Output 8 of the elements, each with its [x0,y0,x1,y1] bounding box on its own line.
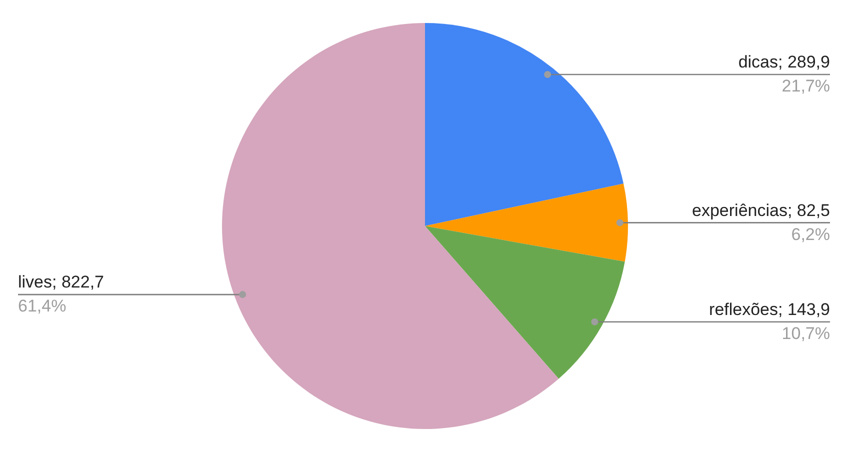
slice-label: lives; 822,7 [18,272,104,292]
text: 6,2% [791,224,830,244]
text: 10,7% [782,324,830,344]
slice-label: dicas; 289,9 [738,52,830,72]
slice-label: reflexões; 143,9 [709,300,830,320]
text: 21,7% [782,76,830,96]
text: 61,4% [18,296,66,316]
slice-label: experiências; 82,5 [692,200,830,220]
